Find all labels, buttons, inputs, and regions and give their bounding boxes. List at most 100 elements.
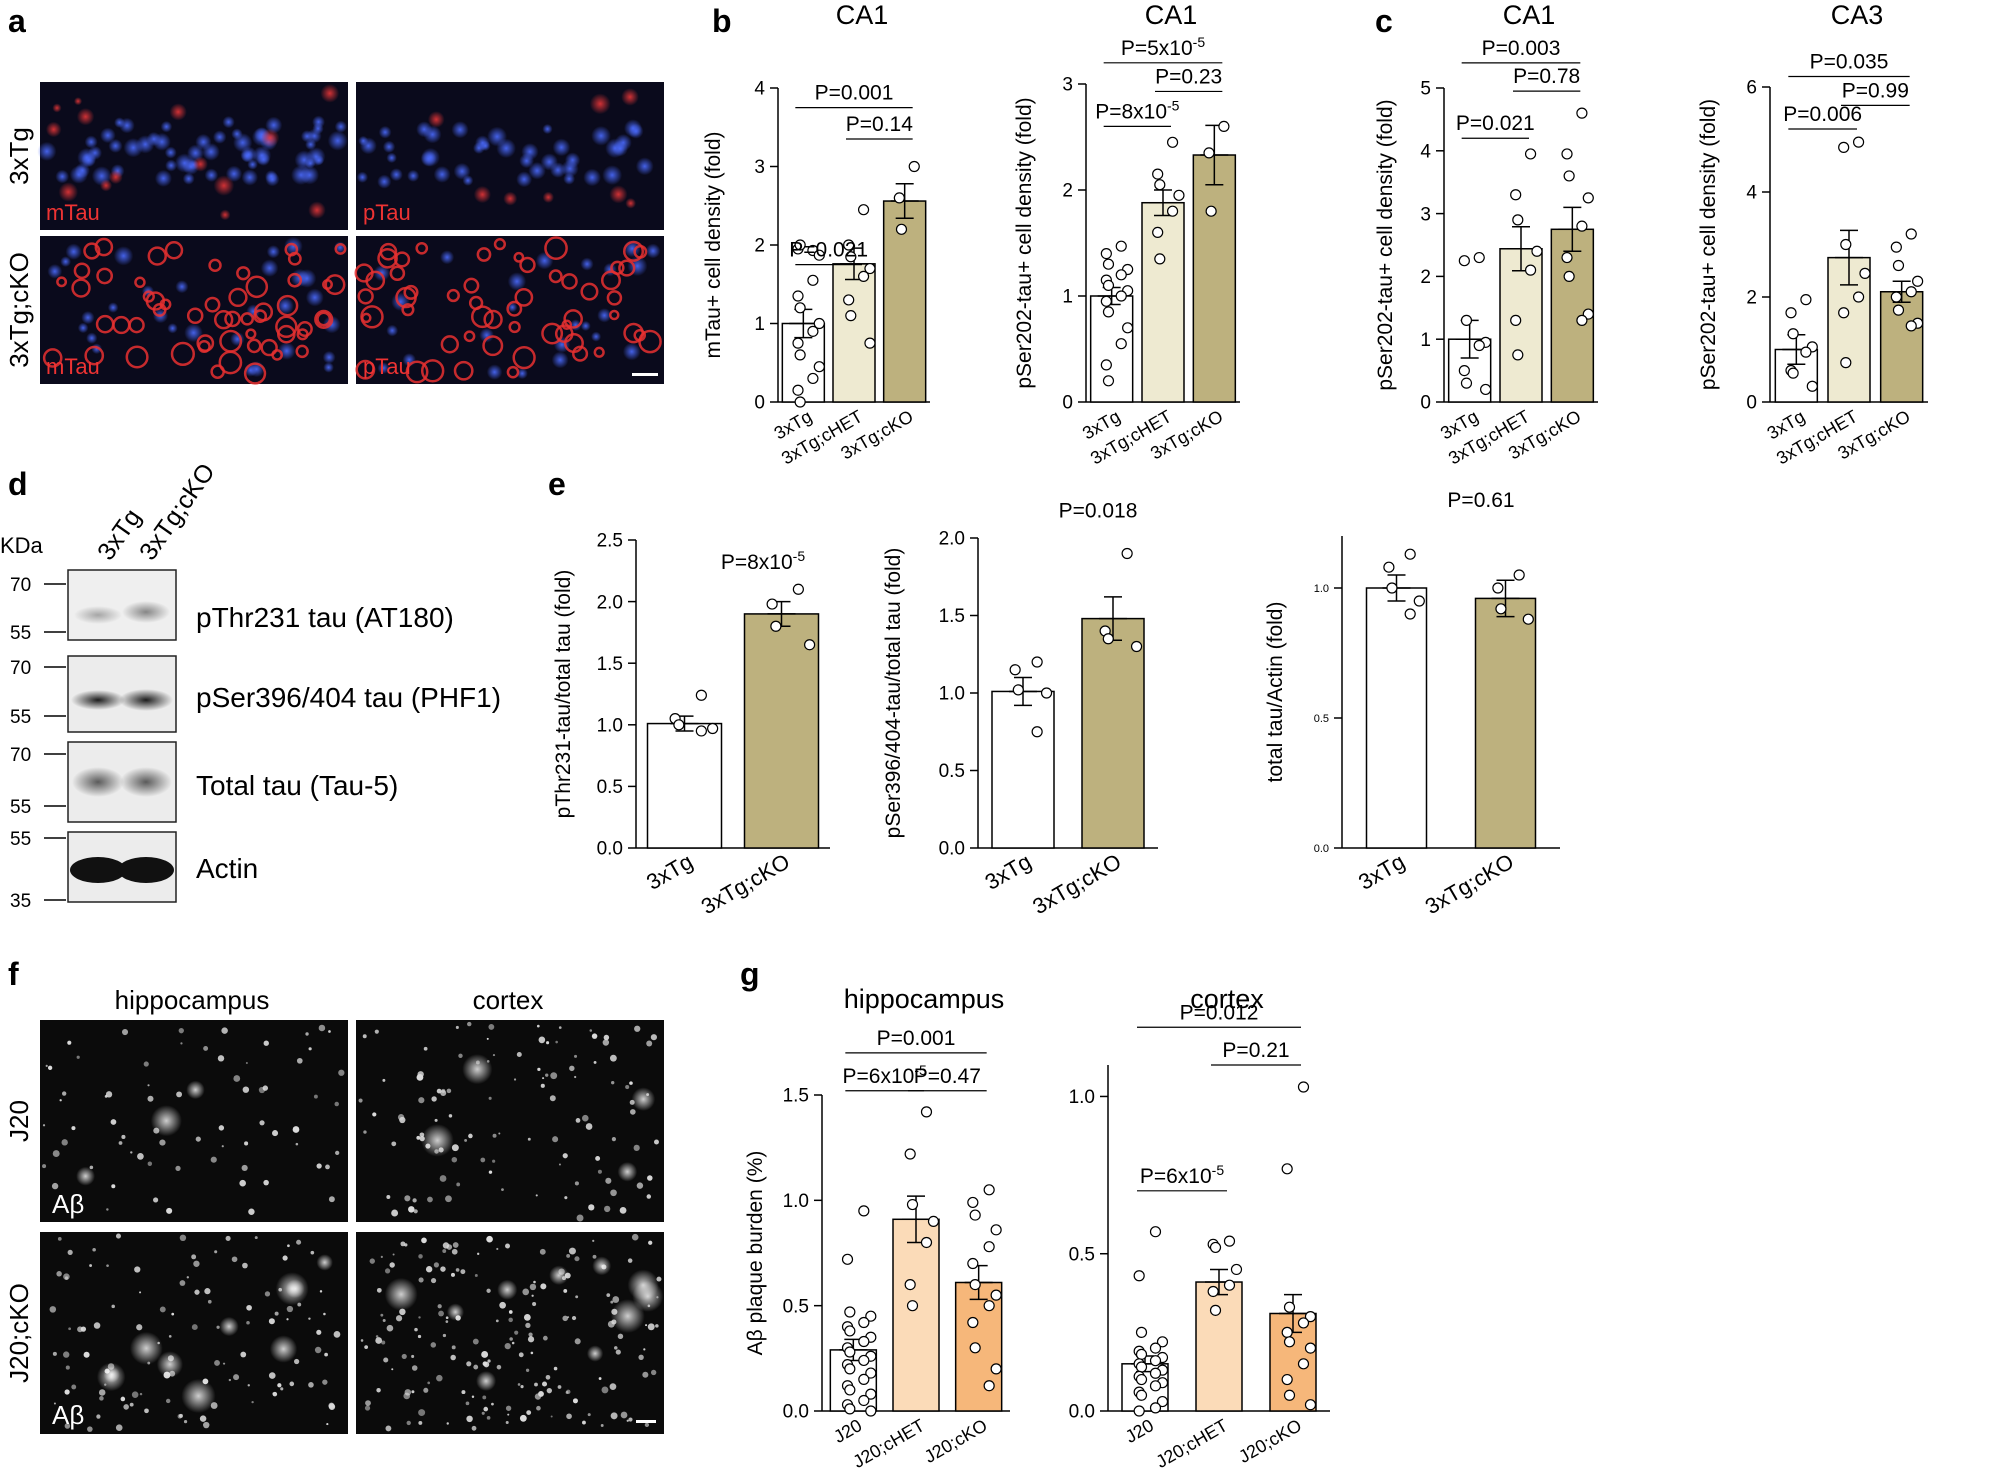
chart-title: CA3 (1831, 0, 1884, 30)
plaque-speck (488, 1024, 495, 1030)
tick-label: 0.5 (597, 777, 623, 798)
nucleus-dot (521, 143, 539, 161)
data-point (983, 1380, 995, 1392)
plaque-speck (626, 1419, 629, 1422)
data-point (864, 337, 876, 349)
tau-cell (253, 309, 268, 324)
data-point (1031, 656, 1043, 668)
data-point (1135, 1326, 1148, 1338)
category-label: 3xTg (1354, 849, 1409, 895)
plaque-speck (292, 1126, 300, 1133)
plaque-speck (482, 1395, 487, 1400)
plaque-speck (338, 1069, 345, 1076)
plaque-speck (472, 1338, 479, 1345)
plaque (316, 1254, 333, 1271)
nucleus-dot (65, 243, 82, 260)
tau-cell (164, 241, 184, 260)
bar (1195, 1281, 1243, 1412)
tau-cell (508, 320, 521, 334)
row-label-3xtg-cko: 3xTg;cKO (4, 252, 34, 368)
nucleus-dot (204, 168, 219, 182)
nucleus-dot (591, 331, 602, 342)
data-point (1283, 1389, 1296, 1401)
data-point (1458, 365, 1470, 377)
data-point (906, 1198, 919, 1211)
tau-cell (128, 316, 145, 334)
plaque (186, 1080, 205, 1100)
plaque-speck (61, 1091, 67, 1096)
bar (1474, 597, 1537, 849)
plaque-speck (106, 1264, 109, 1267)
data-point (1122, 322, 1134, 334)
plaque-speck (71, 1384, 77, 1390)
tau-cell (395, 286, 417, 309)
data-point (1223, 1235, 1236, 1247)
plaque-speck (316, 1163, 322, 1169)
data-point (858, 1205, 870, 1217)
tau-cell (608, 309, 620, 321)
nucleus-dot (152, 132, 171, 151)
nucleus-dot (108, 138, 123, 153)
data-point (1297, 1317, 1310, 1329)
tick-label: 2 (1746, 288, 1757, 309)
plaque-speck (614, 1346, 618, 1350)
plaque-speck (401, 1353, 407, 1360)
plaque-speck (492, 1054, 496, 1057)
tau-cell (271, 349, 283, 361)
data-point (1512, 349, 1524, 361)
plaque-speck (482, 1361, 488, 1367)
tau-cell (142, 290, 155, 303)
plaque-speck (452, 1242, 459, 1248)
data-point (1203, 147, 1215, 159)
nucleus-dot (47, 264, 63, 279)
data-point (794, 396, 806, 408)
plaque-speck (178, 1028, 184, 1034)
plaque-speck (176, 1091, 183, 1098)
tau-cell (572, 345, 589, 362)
bar (882, 200, 927, 403)
plaque-speck (446, 1244, 453, 1250)
plaque-speck (272, 1130, 279, 1137)
plaque-speck (382, 1318, 386, 1322)
plaque-speck (588, 1204, 595, 1211)
plaque-speck (293, 1358, 300, 1365)
tau-cell (506, 365, 520, 379)
tau-cell (415, 241, 429, 255)
category-label: J20 (830, 1415, 865, 1447)
plaque-speck (254, 1236, 258, 1240)
plaque (275, 1272, 309, 1306)
tick-label: 1.0 (783, 1191, 809, 1212)
plaque-speck (575, 1295, 579, 1299)
data-point (844, 1384, 856, 1396)
plaque-speck (322, 1379, 328, 1385)
plaque-speck (612, 1296, 620, 1303)
tau-cell (361, 312, 372, 324)
p-value: P=0.47 (914, 1065, 981, 1088)
plaque-speck (566, 1253, 571, 1258)
panel-letter-a: a (8, 3, 26, 39)
plaque-speck (242, 1262, 248, 1269)
plaque-speck (477, 1252, 480, 1256)
tau-cell (420, 359, 445, 383)
tick-label: 2.0 (939, 529, 965, 550)
overlay-ptau-2: pTau (363, 354, 411, 379)
plaque-speck (511, 1341, 515, 1345)
plaque (586, 1345, 604, 1362)
p-value: P=0.003 (1482, 37, 1561, 60)
tau-cell (108, 170, 123, 185)
data-point (1154, 179, 1166, 191)
plaque-speck (545, 1374, 551, 1380)
tau-cell (483, 309, 503, 330)
nucleus-dot (327, 130, 348, 151)
plaque-speck (598, 1377, 602, 1380)
plaque-speck (451, 1144, 459, 1152)
plaque-speck (98, 1389, 106, 1396)
plaque-speck (83, 1351, 90, 1358)
plaque-speck (540, 1083, 545, 1088)
data-point (865, 1405, 877, 1417)
data-point (920, 1106, 933, 1118)
plaque-speck (412, 1198, 417, 1203)
nucleus-dot (373, 264, 390, 282)
data-point (983, 1184, 995, 1196)
data-point (1852, 291, 1865, 303)
